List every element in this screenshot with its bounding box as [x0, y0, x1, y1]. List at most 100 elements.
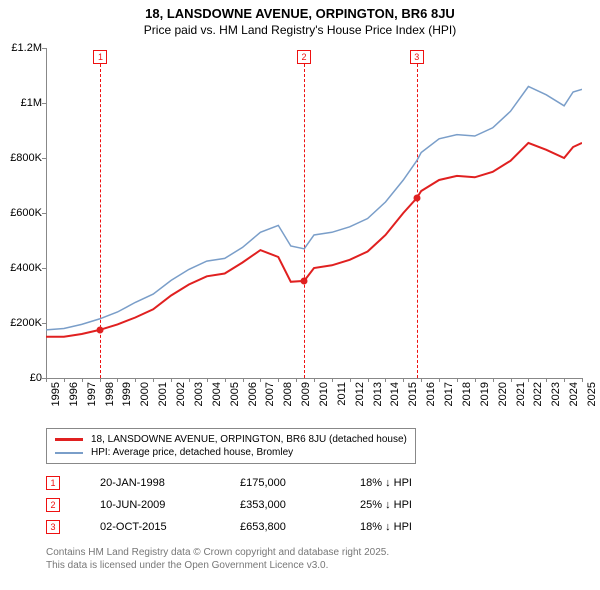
attribution-line1: Contains HM Land Registry data © Crown c… — [46, 546, 389, 559]
x-tick-label: 2003 — [193, 382, 205, 406]
x-tick-label: 2016 — [425, 382, 437, 406]
x-tick-label: 2025 — [586, 382, 598, 406]
sales-row: 1 20-JAN-1998 £175,000 18% ↓ HPI — [46, 472, 480, 494]
y-tick-label: £200K — [10, 317, 42, 329]
x-tick-mark — [475, 378, 476, 382]
x-tick-label: 2020 — [497, 382, 509, 406]
x-tick-label: 2006 — [247, 382, 259, 406]
x-tick-mark — [314, 378, 315, 382]
x-tick-label: 2007 — [264, 382, 276, 406]
x-tick-label: 2010 — [318, 382, 330, 406]
x-tick-label: 2008 — [282, 382, 294, 406]
sales-price: £175,000 — [240, 477, 360, 489]
x-tick-label: 2013 — [372, 382, 384, 406]
x-tick-label: 2009 — [300, 382, 312, 406]
x-tick-mark — [117, 378, 118, 382]
sales-price: £653,800 — [240, 521, 360, 533]
x-tick-label: 2015 — [407, 382, 419, 406]
x-tick-mark — [46, 378, 47, 382]
sales-price: £353,000 — [240, 499, 360, 511]
x-tick-mark — [260, 378, 261, 382]
x-tick-label: 1997 — [86, 382, 98, 406]
x-tick-label: 2000 — [139, 382, 151, 406]
x-tick-label: 2011 — [336, 382, 348, 406]
x-tick-mark — [207, 378, 208, 382]
attribution-line2: This data is licensed under the Open Gov… — [46, 559, 389, 572]
x-tick-label: 2018 — [461, 382, 473, 406]
legend-label-hpi: HPI: Average price, detached house, Brom… — [91, 447, 293, 458]
x-tick-mark — [421, 378, 422, 382]
x-tick-mark — [385, 378, 386, 382]
x-tick-label: 2012 — [354, 382, 366, 406]
sales-delta: 18% ↓ HPI — [360, 521, 480, 533]
hpi-line — [46, 87, 582, 330]
x-tick-mark — [171, 378, 172, 382]
x-tick-mark — [296, 378, 297, 382]
sale-dot — [300, 277, 307, 284]
x-tick-label: 2001 — [157, 382, 169, 406]
sale-dot — [97, 326, 104, 333]
x-tick-mark — [332, 378, 333, 382]
legend-swatch-property — [55, 438, 83, 441]
x-tick-mark — [350, 378, 351, 382]
x-tick-label: 2005 — [229, 382, 241, 406]
legend-swatch-hpi — [55, 452, 83, 454]
sales-row: 2 10-JUN-2009 £353,000 25% ↓ HPI — [46, 494, 480, 516]
x-tick-mark — [564, 378, 565, 382]
x-tick-label: 2019 — [479, 382, 491, 406]
sale-marker-box: 2 — [297, 50, 311, 64]
y-tick-label: £400K — [10, 262, 42, 274]
sale-marker-box: 1 — [93, 50, 107, 64]
sales-delta: 25% ↓ HPI — [360, 499, 480, 511]
y-tick-label: £600K — [10, 207, 42, 219]
x-tick-label: 2002 — [175, 382, 187, 406]
x-tick-mark — [100, 378, 101, 382]
sales-date: 10-JUN-2009 — [100, 499, 240, 511]
x-tick-label: 1998 — [104, 382, 116, 406]
sales-delta: 18% ↓ HPI — [360, 477, 480, 489]
chart-container: 18, LANSDOWNE AVENUE, ORPINGTON, BR6 8JU… — [0, 0, 600, 590]
x-tick-label: 1999 — [121, 382, 133, 406]
x-tick-mark — [243, 378, 244, 382]
chart-title-address: 18, LANSDOWNE AVENUE, ORPINGTON, BR6 8JU — [0, 6, 600, 21]
chart-lines — [46, 48, 582, 378]
x-tick-mark — [403, 378, 404, 382]
legend: 18, LANSDOWNE AVENUE, ORPINGTON, BR6 8JU… — [46, 428, 416, 464]
sales-row: 3 02-OCT-2015 £653,800 18% ↓ HPI — [46, 516, 480, 538]
sales-marker-2: 2 — [46, 498, 60, 512]
chart-subtitle: Price paid vs. HM Land Registry's House … — [0, 23, 600, 37]
legend-label-property: 18, LANSDOWNE AVENUE, ORPINGTON, BR6 8JU… — [91, 434, 407, 445]
sale-marker-box: 3 — [410, 50, 424, 64]
y-tick-label: £1M — [21, 97, 42, 109]
x-tick-label: 2017 — [443, 382, 455, 406]
x-tick-label: 2022 — [532, 382, 544, 406]
x-tick-mark — [189, 378, 190, 382]
x-tick-mark — [439, 378, 440, 382]
x-tick-mark — [457, 378, 458, 382]
y-tick-label: £1.2M — [11, 42, 42, 54]
x-tick-mark — [368, 378, 369, 382]
sales-marker-1: 1 — [46, 476, 60, 490]
legend-item-property: 18, LANSDOWNE AVENUE, ORPINGTON, BR6 8JU… — [55, 433, 407, 446]
sales-date: 02-OCT-2015 — [100, 521, 240, 533]
x-tick-label: 2024 — [568, 382, 580, 406]
title-block: 18, LANSDOWNE AVENUE, ORPINGTON, BR6 8JU… — [0, 0, 600, 37]
sales-marker-3: 3 — [46, 520, 60, 534]
sales-table: 1 20-JAN-1998 £175,000 18% ↓ HPI 2 10-JU… — [46, 472, 480, 538]
x-tick-mark — [278, 378, 279, 382]
x-tick-mark — [511, 378, 512, 382]
x-tick-label: 2004 — [211, 382, 223, 406]
sales-date: 20-JAN-1998 — [100, 477, 240, 489]
legend-item-hpi: HPI: Average price, detached house, Brom… — [55, 446, 407, 459]
sale-dot — [413, 195, 420, 202]
x-tick-label: 1996 — [68, 382, 80, 406]
x-tick-mark — [135, 378, 136, 382]
x-tick-label: 2014 — [389, 382, 401, 406]
x-tick-mark — [582, 378, 583, 382]
x-tick-mark — [493, 378, 494, 382]
x-tick-mark — [225, 378, 226, 382]
attribution: Contains HM Land Registry data © Crown c… — [46, 546, 389, 572]
x-tick-label: 2023 — [550, 382, 562, 406]
x-tick-mark — [153, 378, 154, 382]
x-tick-label: 2021 — [515, 382, 527, 406]
